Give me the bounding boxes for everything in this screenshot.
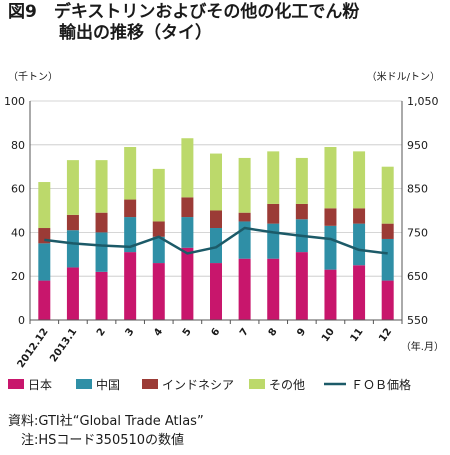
bar-segment [381, 280, 394, 320]
x-tick-label: 6 [209, 326, 222, 338]
bar-segment [353, 223, 366, 266]
x-tick-label: 2 [95, 326, 108, 338]
legend-swatch [76, 379, 92, 389]
legend-swatch [249, 379, 265, 389]
bar-segment [295, 157, 308, 204]
x-tick-label: 10 [320, 326, 337, 344]
y-left-tick-label: 0 [18, 314, 25, 327]
right-axis-unit-label: （米ドル/トン） [367, 70, 440, 83]
y-left-tick-label: 40 [11, 226, 25, 239]
legend: 日本 中国 インドネシア その他 ＦＯＢ価格 [8, 377, 411, 392]
x-tick-label: 12 [377, 326, 394, 344]
bar-segment [381, 238, 394, 281]
x-tick-label: 2012.12 [16, 326, 51, 370]
bar-segment [38, 280, 51, 320]
bar-segment [324, 225, 337, 270]
bar-segment [66, 214, 79, 231]
bar-segment [124, 252, 137, 320]
bar-segment [66, 267, 79, 320]
source-line-2: 注:HSコード350510の数値 [8, 433, 185, 448]
bar-segment [210, 228, 222, 264]
bar-segment [295, 252, 308, 320]
source-note: 資料:GTI社“Global Trade Atlas” 注:HSコード35051… [8, 412, 204, 450]
y-left-tick-label: 60 [11, 183, 25, 196]
source-line-1: 資料:GTI社“Global Trade Atlas” [8, 414, 204, 429]
bar-segment [152, 168, 165, 222]
bar-segment [381, 223, 394, 239]
bar-segment [267, 223, 280, 259]
bars [38, 138, 394, 320]
x-tick-label: 8 [267, 326, 280, 338]
bar-segment [210, 153, 222, 211]
fob-price-line [44, 226, 388, 255]
bar-segment [181, 138, 194, 198]
bar-segment [267, 258, 280, 320]
x-tick-label: 3 [124, 326, 137, 338]
bar-segment [267, 203, 280, 224]
bar-segment [238, 157, 251, 213]
y-right-tick-label: 850 [407, 183, 428, 196]
bar-segment [381, 166, 394, 224]
bar-segment [238, 258, 251, 320]
y-left-tick-label: 20 [11, 270, 25, 283]
bar-segment [324, 146, 337, 209]
x-tick-label: 5 [181, 326, 194, 338]
bar-segment [267, 151, 280, 204]
bar-segment [66, 160, 79, 215]
bar-segment [210, 210, 222, 229]
y-left-tick-label: 100 [4, 95, 25, 108]
x-tick-label: 11 [349, 326, 366, 344]
x-tick-label: 7 [238, 326, 251, 338]
bar-segment [295, 203, 308, 220]
bar-segment [181, 217, 194, 248]
bar-segment [124, 199, 137, 218]
bar-segment [324, 208, 337, 226]
bar-segment [238, 212, 251, 222]
bar-segment [38, 182, 51, 229]
x-axis-unit-label: （年.月） [401, 340, 444, 353]
legend-label: ＦＯＢ価格 [351, 377, 411, 392]
y-right-tick-label: 950 [407, 139, 428, 152]
y-right-tick-label: 550 [407, 314, 428, 327]
legend-label: インドネシア [162, 378, 234, 392]
legend-swatch [142, 379, 158, 389]
bar-segment [124, 146, 137, 200]
legend-label: 中国 [96, 377, 120, 392]
bar-segment [38, 243, 51, 281]
bar-segment [152, 263, 165, 320]
bar-segment [95, 212, 108, 233]
bar-segment [95, 232, 108, 272]
x-tick-label: 2013.1 [48, 326, 79, 364]
x-tick-label: 4 [152, 326, 165, 338]
y-left-tick-label: 80 [11, 139, 25, 152]
y-right-tick-label: 750 [407, 226, 428, 239]
legend-label: 日本 [28, 378, 52, 392]
bar-segment [152, 236, 165, 264]
bar-segment [210, 263, 222, 320]
bar-segment [152, 221, 165, 237]
y-right-tick-label: 1,050 [407, 95, 439, 108]
bar-segment [181, 247, 194, 320]
bar-segment [95, 160, 108, 213]
x-tick-label: 9 [295, 326, 308, 338]
bar-segment [353, 151, 366, 209]
bar-segment [124, 217, 137, 253]
legend-label: その他 [269, 378, 305, 392]
y-right-tick-label: 650 [407, 270, 428, 283]
bar-segment [353, 208, 366, 224]
chart-title: 図9 デキストリンおよびその他の化工でん粉 輸出の推移（タイ） [8, 2, 360, 43]
bar-segment [353, 265, 366, 320]
legend-swatch [8, 379, 24, 389]
left-axis-unit-label: （千トン） [8, 71, 58, 83]
bar-segment [324, 269, 337, 320]
bar-segment [181, 197, 194, 218]
fob-price-series-line [44, 226, 388, 255]
bar-segment [66, 230, 79, 268]
bar-segment [95, 271, 108, 320]
